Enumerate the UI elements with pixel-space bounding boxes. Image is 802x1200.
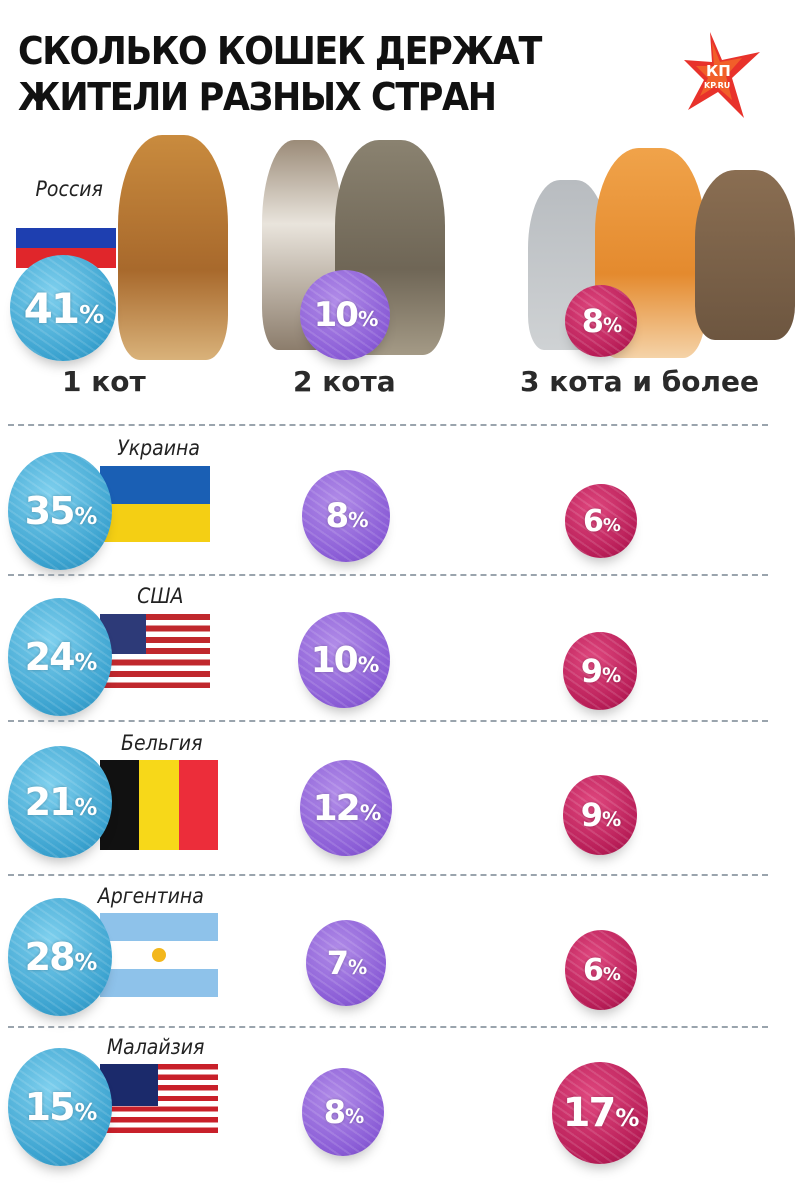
country-label-malaysia: Малайзия: [106, 1035, 205, 1059]
title-line-2: ЖИТЕЛИ РАЗНЫХ СТРАН: [18, 75, 497, 119]
row-divider: [8, 574, 768, 576]
yarn-ball-two-cats: 10%: [300, 270, 390, 360]
country-label-belgium: Бельгия: [121, 731, 203, 755]
title-line-1: СКОЛЬКО КОШЕК ДЕРЖАТ: [18, 29, 542, 73]
yarn-ball-one-cat: 21%: [8, 746, 112, 858]
country-label-ukraine: Украина: [117, 436, 200, 460]
yarn-ball-two-cats: 8%: [302, 1068, 384, 1156]
country-label-usa: США: [137, 584, 184, 608]
column-label-three-plus-cats: 3 кота и более: [520, 365, 759, 398]
country-label-argentina: Аргентина: [97, 884, 204, 908]
flag-argentina: [100, 913, 218, 997]
yarn-ball-three-plus-cats: 6%: [565, 930, 637, 1010]
flag-ukraine: [100, 466, 210, 542]
flag-usa: [100, 614, 210, 688]
star-burst-icon: КП KP.RU: [684, 32, 760, 118]
yarn-ball-two-cats: 7%: [306, 920, 386, 1006]
flag-belgium: [100, 760, 218, 850]
yarn-ball-three-plus-cats: 9%: [563, 775, 637, 855]
row-divider: [8, 1026, 768, 1028]
yarn-ball-two-cats: 12%: [300, 760, 392, 856]
cat-bengal-illustration: [118, 135, 228, 360]
yarn-ball-one-cat: 41%: [10, 255, 116, 361]
cat-brown-tabby-illustration: [695, 170, 795, 340]
yarn-ball-two-cats: 10%: [298, 612, 390, 708]
page-title: СКОЛЬКО КОШЕК ДЕРЖАТ ЖИТЕЛИ РАЗНЫХ СТРАН: [18, 28, 542, 120]
yarn-ball-one-cat: 15%: [8, 1048, 112, 1166]
row-divider: [8, 874, 768, 876]
yarn-ball-three-plus-cats: 6%: [565, 484, 637, 558]
yarn-ball-three-plus-cats: 17%: [552, 1062, 648, 1164]
kp-logo: КП KP.RU: [682, 30, 762, 120]
svg-text:КП: КП: [706, 62, 731, 80]
column-label-two-cats: 2 кота: [293, 365, 396, 398]
yarn-ball-one-cat: 24%: [8, 598, 112, 716]
svg-text:KP.RU: KP.RU: [704, 81, 730, 90]
yarn-ball-one-cat: 28%: [8, 898, 112, 1016]
row-divider: [8, 424, 768, 426]
yarn-ball-two-cats: 8%: [302, 470, 390, 562]
row-divider: [8, 720, 768, 722]
yarn-ball-three-plus-cats: 9%: [563, 632, 637, 710]
flag-malaysia: [100, 1064, 218, 1138]
yarn-ball-three-plus-cats: 8%: [565, 285, 637, 357]
column-label-one-cat: 1 кот: [62, 365, 146, 398]
country-label-russia: Россия: [35, 177, 103, 201]
sun-of-may-icon: [152, 948, 166, 962]
yarn-ball-one-cat: 35%: [8, 452, 112, 570]
